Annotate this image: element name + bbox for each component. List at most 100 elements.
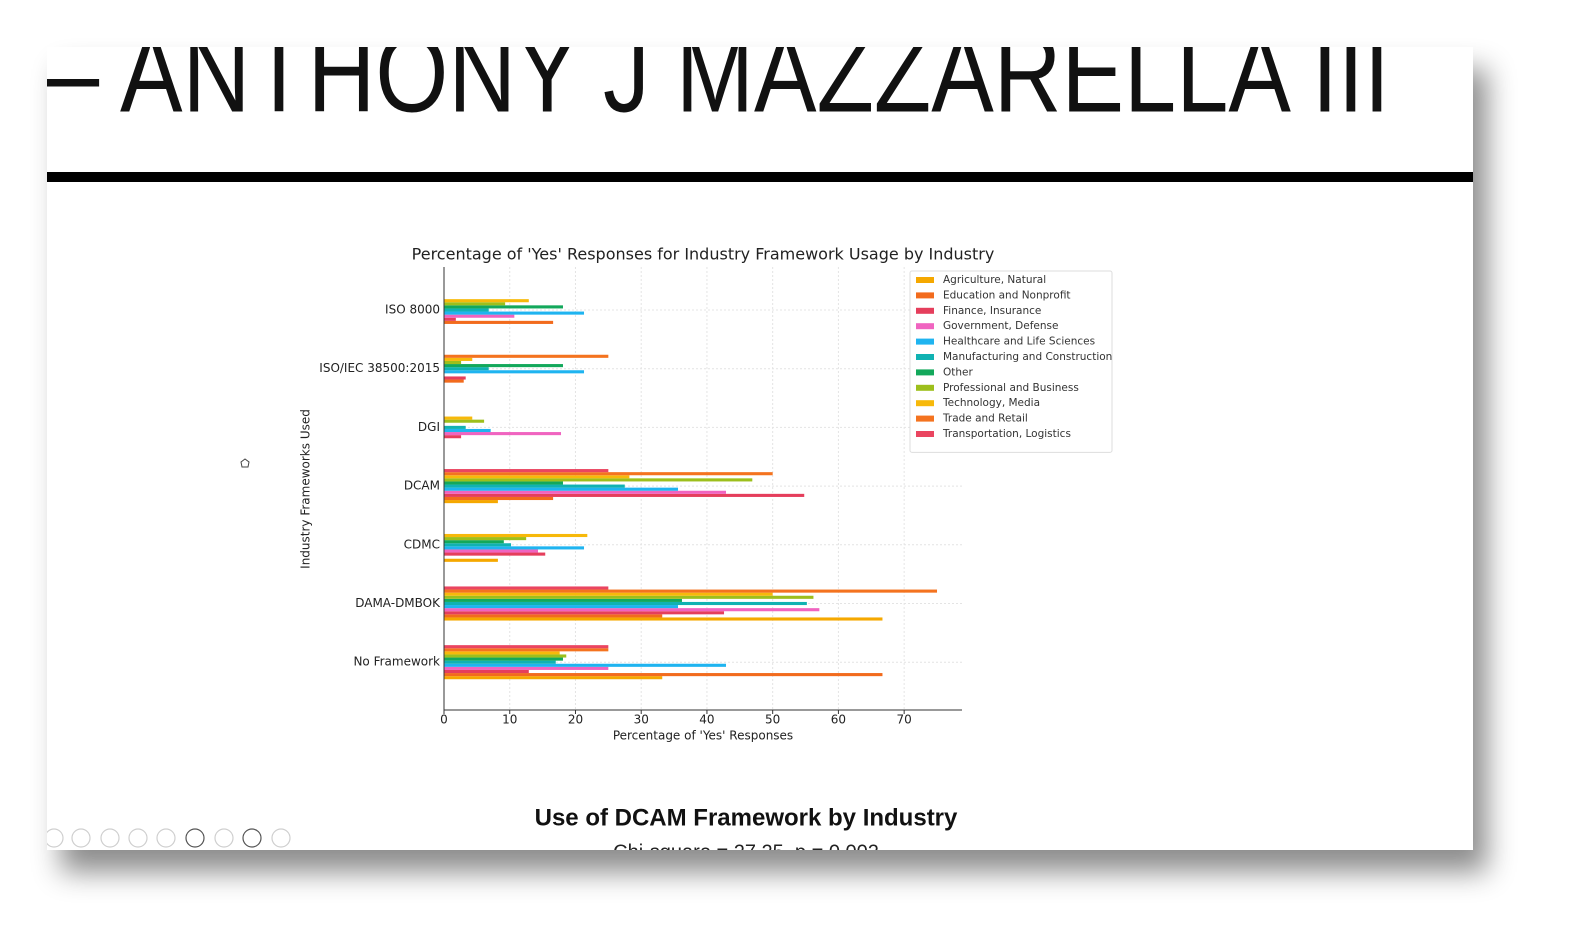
toolbar-button[interactable] xyxy=(214,828,234,848)
bar xyxy=(444,533,588,538)
bar xyxy=(444,663,727,667)
bar xyxy=(444,435,462,439)
bar xyxy=(444,601,807,606)
toolbar-button[interactable] xyxy=(71,828,91,848)
bar xyxy=(444,379,464,383)
bar xyxy=(444,364,563,368)
legend-label: Manufacturing and Construction xyxy=(943,351,1112,363)
bar xyxy=(444,660,556,664)
bar xyxy=(444,540,504,544)
header-rule xyxy=(47,172,1473,182)
x-tick-label: 10 xyxy=(502,713,517,727)
y-tick-label: ISO 8000 xyxy=(385,303,440,317)
bar xyxy=(444,608,820,612)
bar xyxy=(444,481,563,485)
bar xyxy=(444,357,473,361)
bar xyxy=(444,673,883,677)
legend-swatch xyxy=(916,292,934,299)
y-tick-label: ISO/IEC 38500:2015 xyxy=(319,361,440,375)
legend-swatch xyxy=(916,369,934,376)
y-tick-label: No Framework xyxy=(353,655,440,669)
legend-label: Technology, Media xyxy=(942,397,1040,409)
bar xyxy=(444,537,527,541)
bar xyxy=(444,419,485,423)
bar xyxy=(444,676,663,680)
bar xyxy=(444,354,609,358)
bar xyxy=(444,360,462,365)
x-tick-label: 70 xyxy=(897,713,912,727)
bar xyxy=(444,484,625,488)
bar xyxy=(444,589,938,593)
toolbar-button[interactable] xyxy=(128,828,148,848)
bar xyxy=(444,311,585,315)
legend-swatch xyxy=(916,307,934,314)
presentation-toolbar[interactable] xyxy=(45,828,291,848)
x-tick-label: 60 xyxy=(831,713,846,727)
y-axis-label: Industry Frameworks Used xyxy=(299,409,313,569)
bar xyxy=(444,305,563,309)
bar xyxy=(444,669,529,674)
slide-header: – ANTHONY J MAZZARELLA III xyxy=(47,11,1390,136)
legend-label: Trade and Retail xyxy=(942,413,1028,425)
legend-label: Professional and Business xyxy=(943,382,1079,394)
legend-swatch xyxy=(916,338,934,345)
x-tick-label: 30 xyxy=(634,713,649,727)
bar xyxy=(444,500,498,504)
bar xyxy=(444,543,512,547)
legend-label: Other xyxy=(943,366,973,378)
toolbar-button[interactable] xyxy=(271,828,291,848)
cursor xyxy=(240,458,250,468)
bar xyxy=(444,376,466,380)
legend-box xyxy=(909,270,1113,453)
bar xyxy=(444,654,567,658)
x-tick-label: 20 xyxy=(568,713,583,727)
y-tick-label: DCAM xyxy=(404,479,440,493)
bar xyxy=(444,493,805,497)
bar xyxy=(444,320,554,324)
bar xyxy=(444,645,609,649)
legend-label: Government, Defense xyxy=(943,320,1058,332)
bar xyxy=(444,586,609,590)
x-axis-label: Percentage of 'Yes' Responses xyxy=(613,729,793,743)
slide-content: – ANTHONY J MAZZARELLA III Use of DCAM F… xyxy=(45,11,1473,863)
bar xyxy=(444,475,630,479)
y-tick-label: DGI xyxy=(418,420,440,434)
bar xyxy=(444,302,506,306)
bar xyxy=(444,432,562,436)
bar xyxy=(444,598,682,602)
bar xyxy=(444,549,539,553)
bar xyxy=(444,651,560,655)
bar xyxy=(444,428,491,433)
toolbar-button[interactable] xyxy=(100,828,120,848)
x-tick-label: 50 xyxy=(765,713,780,727)
bar xyxy=(444,666,609,670)
legend-label: Transportation, Logistics xyxy=(942,428,1071,440)
bar xyxy=(444,592,773,596)
legend-swatch xyxy=(916,277,934,283)
toolbar-button[interactable] xyxy=(185,828,205,848)
bar xyxy=(444,657,563,661)
bar xyxy=(444,617,883,621)
chart-title: Percentage of 'Yes' Responses for Indust… xyxy=(412,245,995,264)
bar xyxy=(444,367,489,371)
legend-label: Finance, Insurance xyxy=(943,305,1041,317)
bar xyxy=(444,614,663,618)
bar xyxy=(444,308,489,312)
x-tick-label: 0 xyxy=(440,713,448,727)
bar xyxy=(444,558,498,562)
bar xyxy=(444,490,727,494)
toolbar-button[interactable] xyxy=(45,828,64,848)
bar xyxy=(444,487,679,491)
bar xyxy=(444,472,773,476)
bar xyxy=(444,314,515,318)
bar xyxy=(444,552,546,556)
legend-swatch xyxy=(916,431,934,437)
toolbar-button[interactable] xyxy=(156,828,176,848)
legend-swatch xyxy=(916,415,934,422)
next-chart-subtitle: Chi-square = 27.25, p = 0.002 xyxy=(613,841,879,863)
bar xyxy=(444,478,753,482)
toolbar-button[interactable] xyxy=(242,828,262,848)
bar xyxy=(444,648,609,652)
bar xyxy=(444,370,585,374)
legend-swatch xyxy=(916,400,934,407)
